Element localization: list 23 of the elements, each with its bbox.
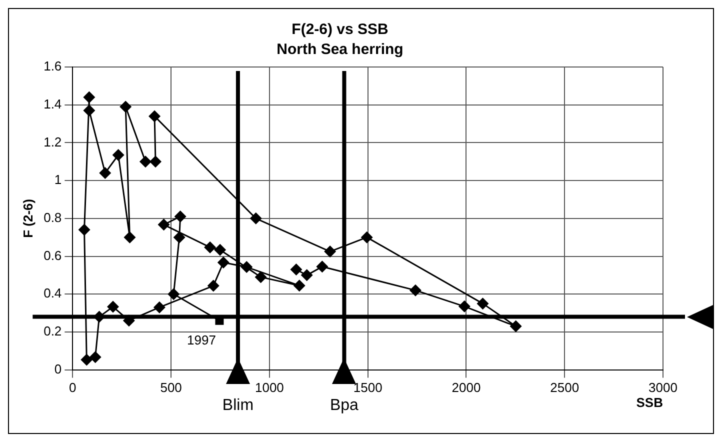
y-tick-label: 0.8 (44, 210, 62, 225)
ref-line-label: Blim (222, 397, 254, 414)
y-tick-label: 0 (54, 361, 62, 376)
ref-line-label: Bpa (330, 397, 359, 414)
x-tick-label: 2000 (452, 380, 481, 396)
y-tick-label: 0.6 (44, 248, 62, 263)
y-tick-label: 0.2 (44, 324, 62, 339)
x-tick-label: 1000 (254, 380, 284, 396)
x-tick-label: 2500 (550, 380, 580, 396)
x-tick-label: 500 (160, 380, 182, 396)
annotation: 1997 (187, 332, 216, 348)
x-tick-label: 0 (69, 380, 76, 396)
chart-title: F(2-6) vs SSB (292, 21, 389, 38)
x-tick-label: 1500 (353, 380, 382, 396)
y-tick-label: 1.4 (44, 96, 62, 112)
chart-subtitle: North Sea herring (276, 41, 404, 58)
y-axis-title: F (2-6) (20, 198, 36, 238)
y-tick-label: 1 (54, 172, 62, 188)
y-tick-label: 1.2 (44, 134, 62, 150)
y-tick-label: 0.4 (44, 286, 62, 301)
y-tick-label: 1.6 (44, 58, 62, 74)
x-axis-title: SSB (636, 394, 663, 410)
x-tick-label: 3000 (648, 380, 678, 396)
